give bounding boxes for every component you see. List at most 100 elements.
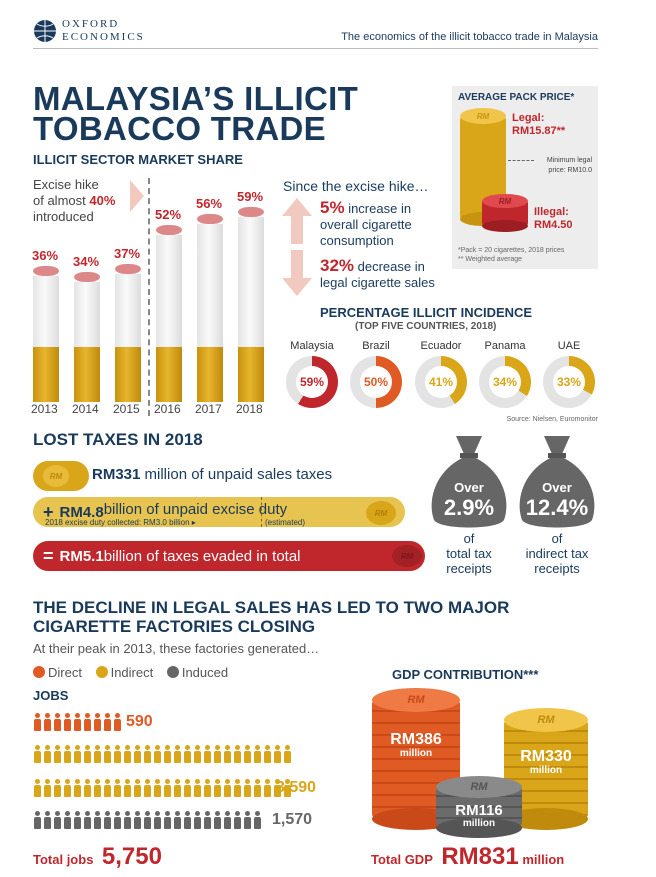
- year-label: 2017: [195, 402, 222, 416]
- logo-line-1: OXFORD: [62, 18, 120, 30]
- gdp-induced-bottom: [436, 818, 522, 838]
- person-icon: [213, 779, 222, 797]
- increase-line-2: overall cigarette: [320, 217, 412, 232]
- legal-coin-top: RM: [460, 108, 506, 124]
- incidence-value: 33%: [553, 366, 585, 398]
- person-icon: [83, 779, 92, 797]
- excise-collected-note: 2018 excise duty collected: RM3.0 billio…: [45, 518, 196, 527]
- excise-arrow-icon: [130, 180, 144, 212]
- total-jobs: Total jobs 5,750: [33, 843, 162, 871]
- person-icon: [53, 811, 62, 829]
- cigarette-paper: [33, 276, 59, 347]
- incidence-donut: 50%: [350, 356, 402, 408]
- total-evaded-label: billion of taxes evaded in total: [103, 547, 301, 565]
- person-icon: [163, 779, 172, 797]
- pack-price-panel: AVERAGE PACK PRICE* RM Legal: RM15.87** …: [452, 86, 598, 269]
- total-gdp-label: Total GDP: [371, 852, 433, 867]
- person-icon: [143, 779, 152, 797]
- excise-note-line-2: of almost 40%: [33, 193, 115, 209]
- person-icon: [143, 811, 152, 829]
- document-title: The economics of the illicit tobacco tra…: [341, 31, 598, 43]
- cigarette-filter: [156, 346, 182, 402]
- incidence-value: 59%: [296, 366, 328, 398]
- decrease-text: decrease in: [354, 259, 425, 274]
- person-icon: [103, 811, 112, 829]
- cigarette-tip: [156, 224, 182, 235]
- excise-percent: 40%: [89, 193, 116, 208]
- excise-duty-label: billion of unpaid excise duty: [103, 501, 288, 518]
- gdp-direct-unit: million: [399, 748, 433, 759]
- cigarette-filter: [115, 346, 141, 402]
- country-name: Ecuador: [420, 340, 462, 352]
- sales-tax-label: million of unpaid sales taxes: [140, 466, 333, 483]
- person-icon: [43, 779, 52, 797]
- person-icon: [133, 779, 142, 797]
- excise-estimated-note: (estimated): [265, 518, 306, 527]
- decrease-line-2: legal cigarette sales: [320, 275, 435, 290]
- bag2-line-2: receipts: [534, 561, 580, 576]
- min-price-dash: [508, 160, 534, 161]
- since-heading: Since the excise hike…: [283, 178, 429, 194]
- market-share-label: 37%: [114, 245, 141, 261]
- incidence-donut: 33%: [543, 356, 595, 408]
- total-jobs-value: 5,750: [101, 843, 162, 870]
- person-icon: [33, 779, 42, 797]
- cigarette-tip: [197, 214, 223, 225]
- bag1-of: of: [463, 531, 475, 546]
- gdp-induced-value: RM116: [455, 802, 503, 819]
- person-icon: [223, 745, 232, 763]
- person-icon: [263, 779, 272, 797]
- increase-text: increase in: [344, 201, 412, 216]
- person-icon: [103, 779, 112, 797]
- decline-heading: THE DECLINE IN LEGAL SALES HAS LED TO TW…: [33, 598, 509, 636]
- person-icon: [253, 779, 262, 797]
- down-arrow-icon: [282, 250, 312, 296]
- bag1-line-2: receipts: [446, 561, 492, 576]
- equals-sign: =: [43, 545, 54, 566]
- person-icon: [153, 779, 162, 797]
- cigarette-tip: [238, 206, 264, 217]
- person-icon: [83, 745, 92, 763]
- gdp-induced-stack: RM: [436, 776, 522, 838]
- person-icon: [93, 745, 102, 763]
- total-gdp: Total GDP RM831 million: [371, 843, 564, 871]
- excise-duty-value: RM4.8: [59, 503, 104, 521]
- person-icon: [73, 713, 82, 731]
- person-icon: [143, 745, 152, 763]
- person-icon: [113, 779, 122, 797]
- person-icon: [63, 811, 72, 829]
- person-icon: [153, 811, 162, 829]
- gdp-induced-unit: million: [462, 818, 496, 829]
- cigarette-filter: [74, 346, 100, 402]
- illegal-price: Illegal: RM4.50: [534, 206, 573, 232]
- cigarette-filter: [33, 346, 59, 402]
- person-icon: [103, 745, 112, 763]
- person-icon: [123, 811, 132, 829]
- pack-price-heading: AVERAGE PACK PRICE*: [458, 92, 575, 103]
- excise-split-line: [261, 497, 262, 527]
- person-icon: [233, 779, 242, 797]
- gdp-indirect-unit: million: [529, 765, 563, 776]
- decline-heading-line-2: CIGARETTE FACTORIES CLOSING: [33, 617, 316, 636]
- person-icon: [33, 811, 42, 829]
- person-icon: [213, 745, 222, 763]
- person-icon: [53, 745, 62, 763]
- person-icon: [253, 811, 262, 829]
- sales-tax-coin: RM: [43, 465, 69, 487]
- decline-heading-line-1: THE DECLINE IN LEGAL SALES HAS LED TO TW…: [33, 598, 510, 617]
- min-price-line-2: price: RM10.0: [548, 167, 592, 174]
- person-icon: [203, 745, 212, 763]
- person-icon: [73, 811, 82, 829]
- bag2-value: 12.4%: [525, 495, 589, 520]
- min-price-note: Minimum legal price: RM10.0: [547, 156, 592, 176]
- money-bag-icon: [519, 436, 595, 528]
- market-share-label: 34%: [73, 253, 100, 269]
- bag2-of: of: [551, 531, 563, 546]
- incidence-value: 34%: [489, 366, 521, 398]
- year-label: 2013: [31, 402, 58, 416]
- bag2-line-1: indirect tax: [525, 546, 589, 561]
- cigarette-filter: [238, 346, 264, 402]
- illegal-coin-top: RM: [482, 194, 528, 208]
- person-icon: [83, 713, 92, 731]
- jobs-row: [33, 779, 293, 802]
